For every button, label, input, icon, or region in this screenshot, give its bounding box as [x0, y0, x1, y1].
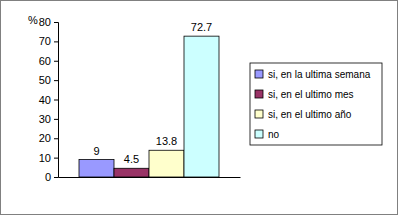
data-labels: 9 4.5 13.8 72.7: [93, 21, 212, 165]
legend-swatch: [255, 110, 263, 118]
y-tick-label: 0: [45, 171, 51, 183]
y-tick-label: 50: [39, 74, 51, 86]
y-tick-label: 40: [39, 94, 51, 106]
y-tick-label: 60: [39, 55, 51, 67]
data-label: 4.5: [124, 153, 139, 165]
y-tick: 40: [39, 94, 58, 106]
data-label: 9: [93, 145, 99, 157]
legend-label: no: [268, 129, 280, 140]
y-tick-mark: [54, 41, 58, 42]
data-label: 72.7: [191, 21, 212, 33]
y-tick: 20: [39, 132, 58, 144]
legend-label: si, en la ultima semana: [268, 69, 371, 80]
legend-swatch: [255, 130, 263, 138]
y-tick: 80: [39, 16, 58, 28]
y-tick-label: 20: [39, 132, 51, 144]
y-tick-mark: [54, 119, 58, 120]
legend-label: si, en el ultimo mes: [268, 89, 354, 100]
legend-swatch: [255, 70, 263, 78]
legend-swatch: [255, 90, 263, 98]
data-label: 13.8: [156, 135, 177, 147]
y-tick-label: 30: [39, 113, 51, 125]
legend-box: [250, 63, 382, 145]
y-axis-line: [54, 23, 59, 178]
y-tick: 70: [39, 35, 58, 47]
y-tick-mark: [54, 80, 58, 81]
y-tick-mark: [54, 177, 58, 178]
bars: [79, 36, 219, 177]
y-tick-mark: [54, 22, 58, 23]
y-tick: 50: [39, 74, 58, 86]
y-tick-mark: [54, 158, 58, 159]
chart: 0 10 20 30 40 50 60 70 80% 9 4.5 13.8 72.7 si, en la …: [0, 0, 399, 220]
y-axis-title: %: [28, 14, 38, 26]
y-tick-label: 80: [39, 16, 51, 28]
y-tick-label: 10: [39, 152, 51, 164]
y-axis: 0 10 20 30 40 50 60 70 80: [39, 16, 59, 183]
y-tick-label: 70: [39, 35, 51, 47]
y-tick-mark: [54, 100, 58, 101]
y-tick: 60: [39, 55, 58, 67]
legend: si, en la ultima semana si, en el ultimo …: [250, 63, 382, 145]
y-tick: 10: [39, 152, 58, 164]
y-tick: 30: [39, 113, 58, 125]
bar: [114, 168, 149, 177]
y-tick-mark: [54, 138, 58, 139]
x-axis: [59, 177, 241, 178]
y-tick-mark: [54, 61, 58, 62]
bar: [79, 160, 114, 177]
bar: [184, 36, 219, 177]
chart-frame: [1, 1, 398, 215]
legend-label: si, en el ultimo año: [268, 109, 352, 120]
x-axis-line: [59, 177, 241, 178]
bar: [149, 150, 184, 177]
y-tick: 0: [45, 171, 58, 183]
